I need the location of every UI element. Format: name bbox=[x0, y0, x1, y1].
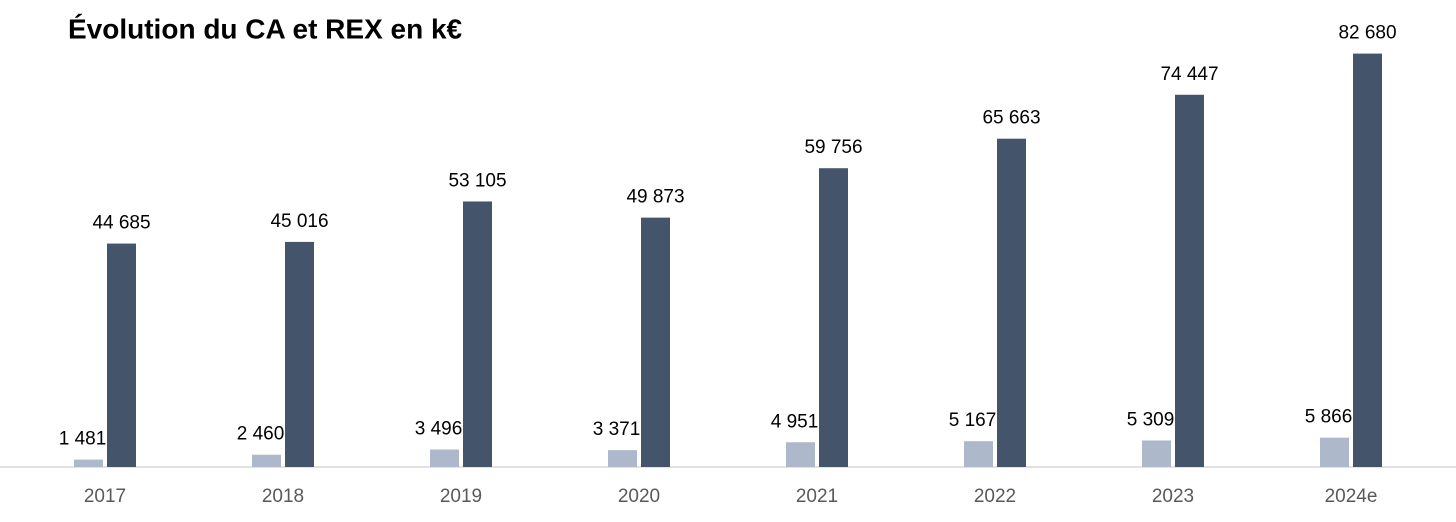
value-label: 65 663 bbox=[982, 108, 1040, 129]
bar bbox=[786, 442, 815, 467]
value-label: 59 756 bbox=[804, 137, 862, 158]
bar bbox=[107, 243, 136, 467]
bar bbox=[997, 138, 1026, 467]
bar bbox=[463, 201, 492, 467]
value-label: 45 016 bbox=[270, 211, 328, 232]
value-label: 3 496 bbox=[415, 419, 463, 440]
value-label: 44 685 bbox=[92, 213, 150, 234]
x-tick-label: 2024e bbox=[1325, 486, 1378, 507]
value-label: 49 873 bbox=[626, 187, 684, 208]
x-tick-label: 2019 bbox=[440, 486, 482, 507]
bar bbox=[74, 459, 103, 467]
x-tick-label: 2023 bbox=[1152, 486, 1194, 507]
bar bbox=[819, 168, 848, 467]
value-label: 3 371 bbox=[593, 419, 641, 440]
value-label: 2 460 bbox=[237, 424, 285, 445]
bar bbox=[430, 449, 459, 467]
value-label: 5 866 bbox=[1305, 407, 1353, 428]
x-tick-label: 2020 bbox=[618, 486, 660, 507]
value-label: 4 951 bbox=[771, 411, 819, 432]
bar bbox=[1142, 440, 1171, 467]
value-label: 5 167 bbox=[949, 410, 997, 431]
bar bbox=[1353, 53, 1382, 467]
bar bbox=[1320, 437, 1349, 467]
bar bbox=[285, 241, 314, 467]
bar bbox=[1175, 94, 1204, 467]
value-label: 74 447 bbox=[1160, 64, 1218, 85]
bar bbox=[964, 441, 993, 467]
x-tick-label: 2017 bbox=[84, 486, 126, 507]
bar bbox=[252, 454, 281, 467]
value-label: 5 309 bbox=[1127, 409, 1175, 430]
x-tick-label: 2018 bbox=[262, 486, 304, 507]
value-label: 53 105 bbox=[448, 170, 506, 191]
bar bbox=[608, 450, 637, 467]
x-tick-label: 2021 bbox=[796, 486, 838, 507]
value-label: 82 680 bbox=[1338, 23, 1396, 44]
x-tick-label: 2022 bbox=[974, 486, 1016, 507]
bar bbox=[641, 217, 670, 467]
value-label: 1 481 bbox=[59, 429, 107, 450]
chart-title: Évolution du CA et REX en k€ bbox=[68, 13, 463, 44]
